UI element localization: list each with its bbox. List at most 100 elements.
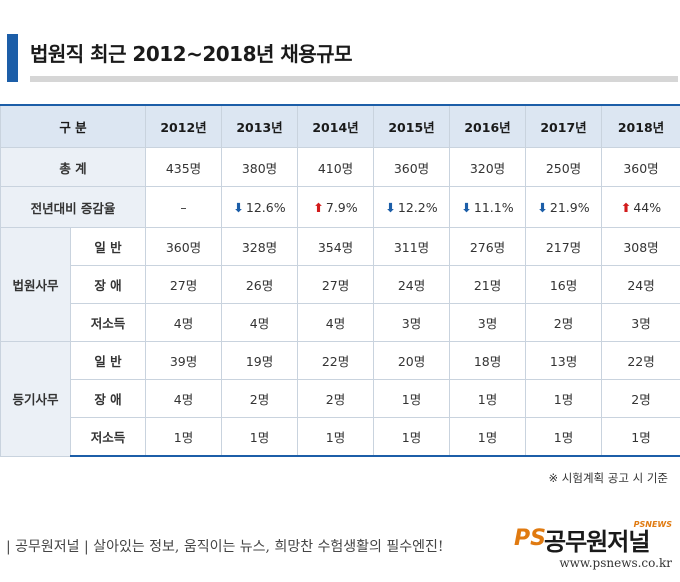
change-value: –: [180, 199, 187, 215]
table-cell: 2명: [297, 379, 375, 418]
subcategory-label: 장 애: [69, 265, 147, 304]
table-row: 저소득 1명 1명 1명 1명 1명 1명 1명: [1, 417, 680, 457]
header-label: 구 분: [0, 104, 147, 148]
table-cell: 39명: [145, 341, 223, 380]
table-cell: 1명: [449, 417, 527, 457]
table-cell: 2명: [601, 379, 680, 418]
footer: | 공무원저널 | 살아있는 정보, 움직이는 뉴스, 희망찬 수험생활의 필수…: [0, 520, 680, 558]
cell-total: 410명: [297, 147, 375, 187]
table-cell: 16명: [525, 265, 603, 304]
table-cell: 27명: [297, 265, 375, 304]
table-cell: 2명: [525, 303, 603, 342]
table-cell: 3명: [601, 303, 680, 342]
page-title: 법원직 최근 2012~2018년 채용규모: [30, 42, 352, 66]
table-cell: 308명: [601, 227, 680, 266]
table-cell: 22명: [297, 341, 375, 380]
change-value: 21.9%: [549, 199, 590, 215]
header-year: 2013년: [221, 104, 299, 148]
title-accent-bar: [7, 34, 18, 82]
table-cell: 22명: [601, 341, 680, 380]
cell-total: 360명: [373, 147, 451, 187]
arrow-up-icon: ⬆: [620, 199, 632, 215]
table-cell: 328명: [221, 227, 299, 266]
table-cell: 3명: [373, 303, 451, 342]
cell-change: ⬇ 21.9%: [525, 186, 603, 228]
table-cell: 354명: [297, 227, 375, 266]
table-row: 장 애 4명 2명 2명 1명 1명 1명 2명: [1, 379, 680, 418]
table-cell: 19명: [221, 341, 299, 380]
subcategory-label: 일 반: [69, 227, 147, 266]
row-label-change: 전년대비 증감율: [0, 186, 147, 228]
change-value: 44%: [633, 199, 662, 215]
table-cell: 276명: [449, 227, 527, 266]
arrow-down-icon: ⬇: [385, 199, 396, 215]
cell-change: ⬇ 12.2%: [373, 186, 451, 228]
table-cell: 1명: [449, 379, 527, 418]
table-cell: 1명: [297, 417, 375, 457]
table-cell: 24명: [601, 265, 680, 304]
header-year: 2015년: [373, 104, 451, 148]
cell-change: ⬆ 44%: [601, 186, 680, 228]
table-cell: 1명: [525, 417, 603, 457]
cell-total: 360명: [601, 147, 680, 187]
table-cell: 1명: [373, 379, 451, 418]
row-label-total: 총 계: [0, 147, 147, 187]
table-cell: 4명: [297, 303, 375, 342]
table-cell: 1명: [525, 379, 603, 418]
cell-total: 380명: [221, 147, 299, 187]
logo-ps: PS: [514, 526, 546, 551]
table-cell: 1명: [373, 417, 451, 457]
table-cell: 20명: [373, 341, 451, 380]
table-row-change: 전년대비 증감율 – ⬇ 12.6% ⬆ 7.9% ⬇ 12.2% ⬇ 11.1% ⬇ 21.9% ⬆ 4…: [0, 186, 680, 228]
cell-total: 250명: [525, 147, 603, 187]
table-cell: 18명: [449, 341, 527, 380]
table-header-row: 구 분 2012년 2013년 2014년 2015년 2016년 2017년 2018년: [0, 104, 680, 148]
brand-logo[interactable]: PS 공무원저널 PSNEWS: [514, 520, 674, 556]
title-bar: 법원직 최근 2012~2018년 채용규모: [0, 30, 680, 82]
header-year: 2014년: [297, 104, 375, 148]
table-row: 법원사무 일 반 360명 328명 354명 311명 276명 217명 308명: [0, 227, 680, 342]
change-value: 12.2%: [397, 199, 438, 215]
logo-wordmark: 공무원저널: [544, 528, 650, 556]
table-row: 장 애 27명 26명 27명 24명 21명 16명 24명: [1, 265, 680, 304]
table-row: 등기사무 일 반 39명 19명 22명 20명 18명 13명 22명: [0, 341, 680, 457]
arrow-up-icon: ⬆: [313, 199, 324, 215]
cell-total: 435명: [145, 147, 223, 187]
table-cell: 311명: [373, 227, 451, 266]
group-label: 법원사무: [0, 227, 71, 342]
table-cell: 360명: [145, 227, 223, 266]
table-row: 저소득 4명 4명 4명 3명 3명 2명 3명: [1, 303, 680, 342]
table-cell: 217명: [525, 227, 603, 266]
table-cell: 26명: [221, 265, 299, 304]
table-cell: 2명: [221, 379, 299, 418]
header-year: 2018년: [601, 104, 680, 148]
table-cell: 3명: [449, 303, 527, 342]
cell-change: –: [145, 186, 223, 228]
change-value: 12.6%: [245, 199, 286, 215]
title-underline: [30, 76, 678, 82]
table-cell: 1명: [601, 417, 680, 457]
change-value: 7.9%: [325, 199, 358, 215]
arrow-down-icon: ⬇: [537, 199, 548, 215]
site-url[interactable]: www.psnews.co.kr: [559, 556, 672, 570]
header-year: 2016년: [449, 104, 527, 148]
table-cell: 4명: [145, 379, 223, 418]
cell-change: ⬇ 12.6%: [221, 186, 299, 228]
arrow-down-icon: ⬇: [233, 199, 244, 215]
cell-change: ⬇ 11.1%: [449, 186, 527, 228]
group-label: 등기사무: [0, 341, 71, 457]
subcategory-label: 저소득: [69, 417, 147, 457]
table-cell: 4명: [221, 303, 299, 342]
subcategory-label: 저소득: [69, 303, 147, 342]
footer-slogan: | 공무원저널 | 살아있는 정보, 움직이는 뉴스, 희망찬 수험생활의 필수…: [6, 539, 444, 555]
table-row-total: 총 계 435명 380명 410명 360명 320명 250명 360명: [0, 147, 680, 187]
table-cell: 27명: [145, 265, 223, 304]
table-cell: 21명: [449, 265, 527, 304]
table-cell: 4명: [145, 303, 223, 342]
cell-total: 320명: [449, 147, 527, 187]
subcategory-label: 장 애: [69, 379, 147, 418]
hiring-table: 구 분 2012년 2013년 2014년 2015년 2016년 2017년 2018년 총 …: [0, 104, 680, 457]
table-cell: 13명: [525, 341, 603, 380]
table-cell: 24명: [373, 265, 451, 304]
cell-change: ⬆ 7.9%: [297, 186, 375, 228]
